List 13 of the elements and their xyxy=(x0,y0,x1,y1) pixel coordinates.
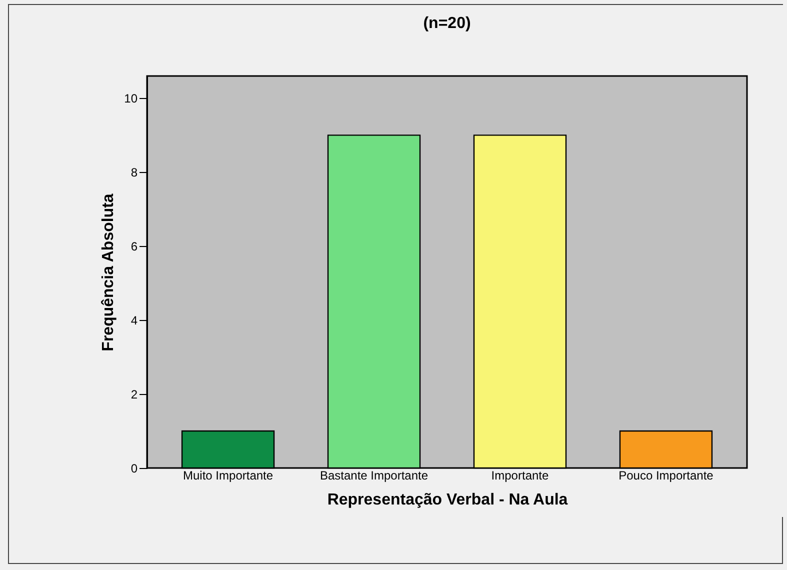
y-tick-label: 6 xyxy=(130,240,138,254)
x-tick-label: Importante xyxy=(491,468,549,482)
y-tick-label: 10 xyxy=(124,92,138,106)
x-axis-title: Representação Verbal - Na Aula xyxy=(327,492,568,508)
y-tick-label: 0 xyxy=(130,462,138,476)
y-tick-label: 4 xyxy=(130,314,138,328)
y-axis-title: Frequência Absoluta xyxy=(100,194,118,352)
x-tick-label: Pouco Importante xyxy=(618,468,714,482)
y-tick-label: 2 xyxy=(130,388,138,402)
chart-title: (n=20) xyxy=(423,15,471,32)
y-tick-label: 8 xyxy=(130,166,138,180)
x-tick-label: Muito Importante xyxy=(183,468,274,482)
x-tick-label: Bastante Importante xyxy=(320,468,428,482)
